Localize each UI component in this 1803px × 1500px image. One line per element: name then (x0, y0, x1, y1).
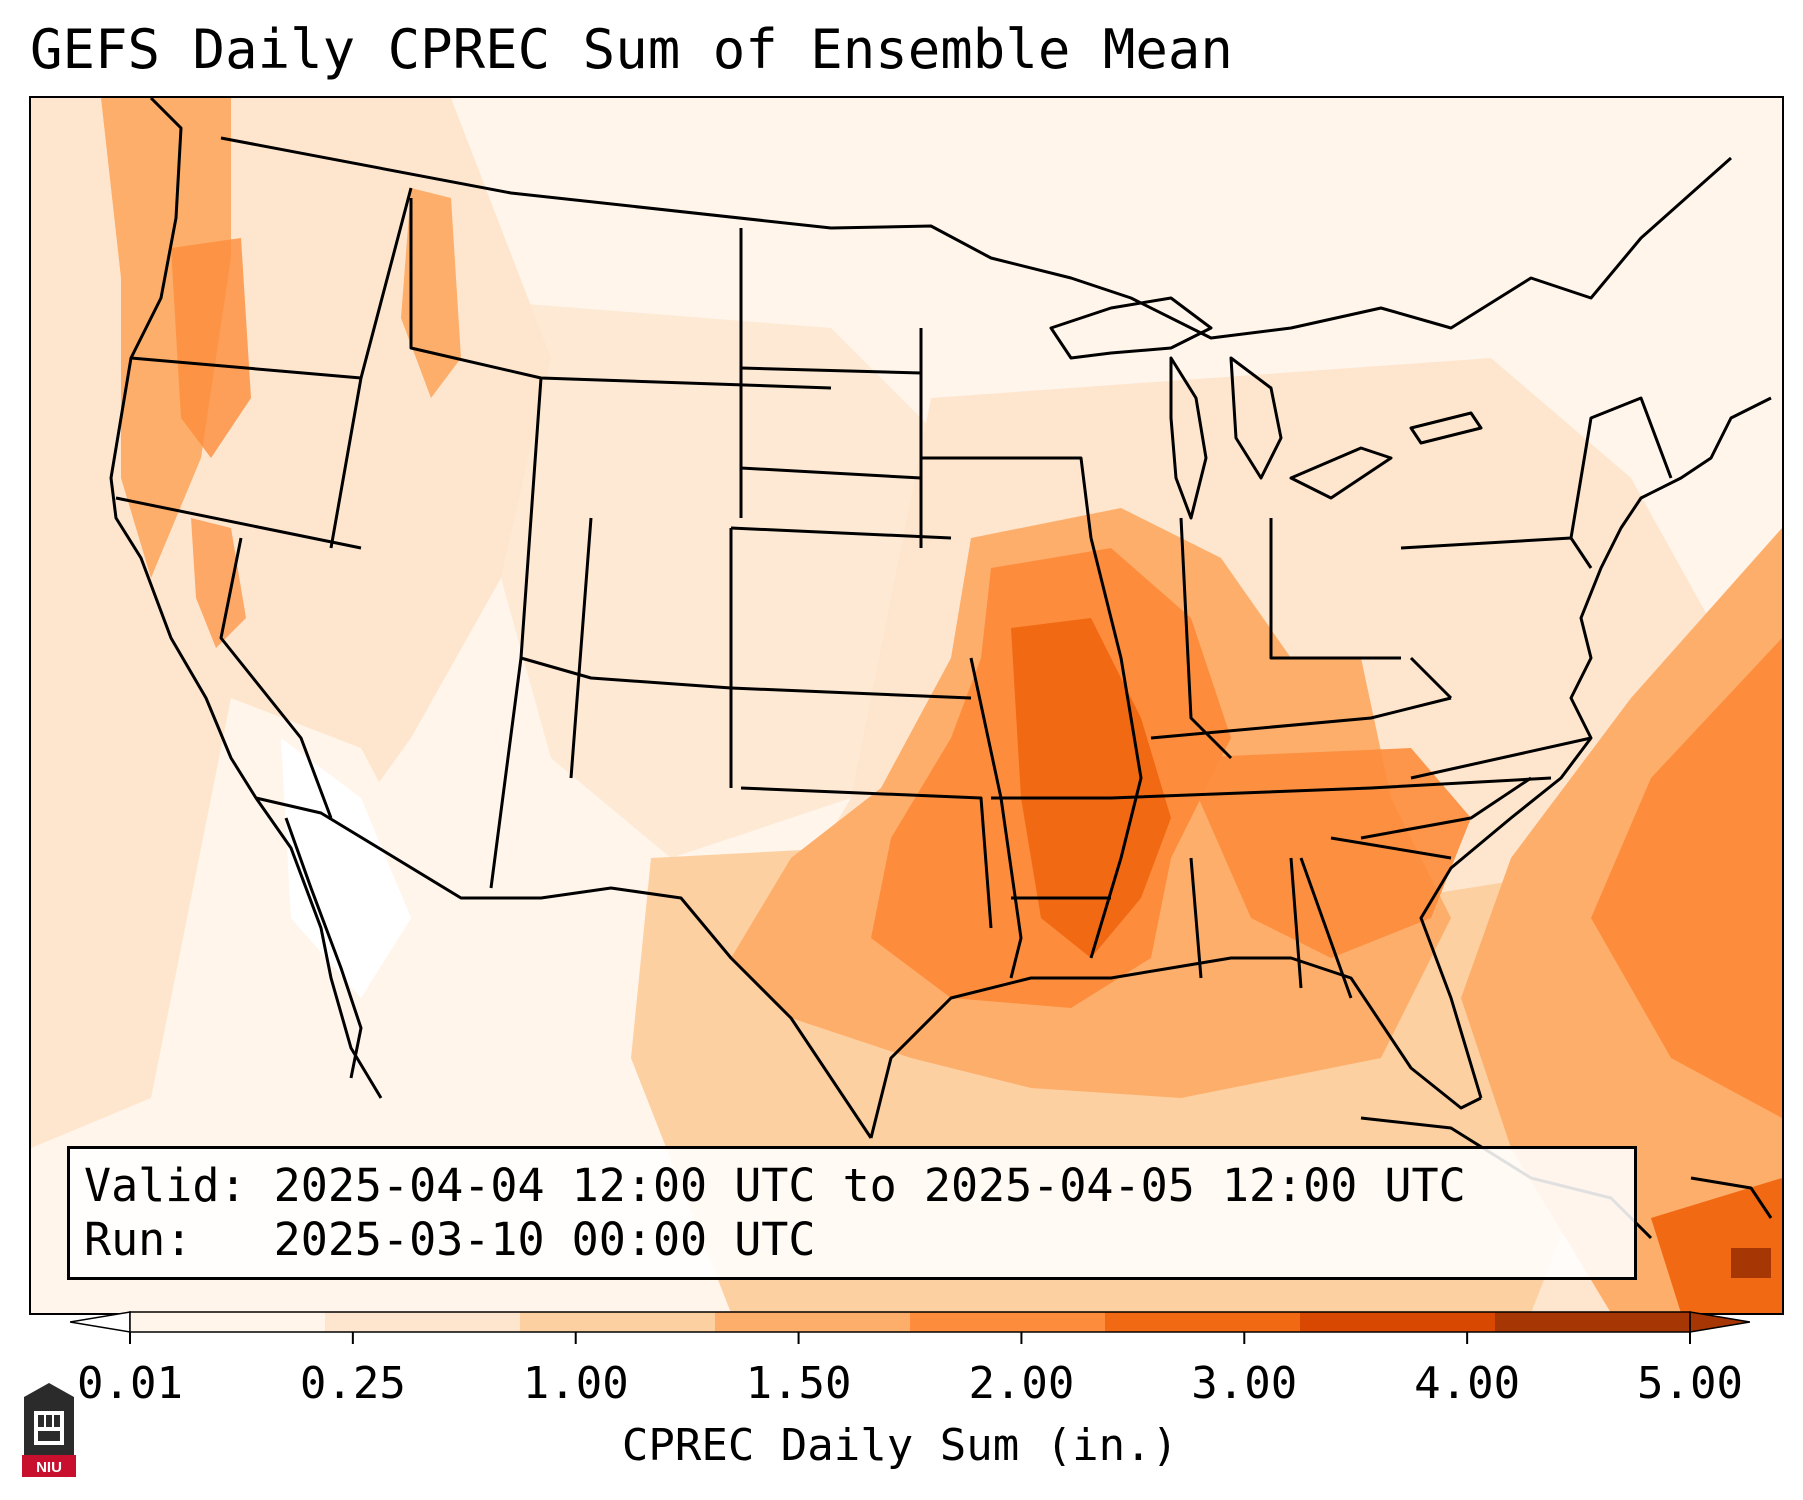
colorbar (70, 1311, 1750, 1344)
run-time-text: Run: 2025-03-10 00:00 UTC (84, 1213, 816, 1266)
colorbar-segment (325, 1312, 521, 1332)
valid-time-text: Valid: 2025-04-04 12:00 UTC to 2025-04-0… (84, 1159, 1466, 1212)
border-us-mexico (255, 796, 873, 1139)
state-line-nv-ca (219, 537, 333, 819)
colorbar-segment (1105, 1312, 1301, 1332)
state-line-or-ca (115, 496, 362, 550)
state-line-ms-al (1189, 857, 1303, 989)
colorbar-segment (130, 1312, 326, 1332)
state-line-mississippi (969, 657, 1023, 979)
colorbar-extend-low (70, 1311, 131, 1333)
colorbar-label: CPREC Daily Sum (in.) (621, 1420, 1179, 1471)
state-line-nc-sc (1360, 776, 1532, 840)
precip-area-plains (451, 298, 931, 858)
logo-text: NIU (36, 1459, 62, 1476)
precipitation-map (31, 98, 1782, 1313)
niu-logo-icon: NIU (22, 1383, 76, 1477)
colorbar-outline (129, 1311, 1691, 1333)
state-line-tn-ky (1110, 776, 1552, 800)
precip-spot-sierra (191, 518, 246, 648)
state-line-ga (1299, 836, 1452, 999)
colorbar-segment (1495, 1312, 1691, 1332)
lake-michigan (1169, 356, 1208, 520)
colorbar-segment (715, 1312, 911, 1332)
coastline-pacific (109, 98, 383, 1099)
state-line-idaho (329, 187, 413, 549)
state-line-oh-pa (1269, 518, 1401, 660)
lake-ontario (1409, 411, 1483, 445)
state-line-mn-ia (921, 456, 1093, 539)
colorbar-extend-high (1689, 1311, 1750, 1333)
state-line-plains (740, 786, 993, 929)
state-line-mt-wy (409, 198, 832, 390)
dry-area-baja (281, 738, 411, 998)
colorbar-segment (1300, 1312, 1496, 1332)
state-line-ar-la (991, 796, 1111, 900)
colorbar-tick-label: 4.00 (1414, 1358, 1521, 1409)
colorbar-tick-label: 1.00 (522, 1358, 629, 1409)
validity-info-box: Valid: 2025-04-04 12:00 UTC to 2025-04-0… (67, 1146, 1637, 1280)
lake-superior (1049, 296, 1213, 360)
coastline-atlantic (1419, 396, 1772, 1099)
precip-band-west-coast (101, 98, 231, 578)
lake-erie (1289, 446, 1393, 500)
state-line-ut-co (520, 656, 732, 690)
precip-band-se (1181, 748, 1471, 958)
colorbar-tick-label: 3.00 (1191, 1358, 1298, 1409)
precip-band-west-coast-core (171, 238, 251, 458)
page-title: GEFS Daily CPREC Sum of Ensemble Mean (30, 18, 1233, 81)
lake-huron (1229, 356, 1283, 480)
precip-band-atlantic-core (1591, 638, 1782, 1118)
precip-band-central-core (1011, 618, 1171, 958)
precip-spot-caribbean (1651, 1178, 1782, 1313)
colorbar-tick-label: 0.25 (299, 1358, 406, 1409)
colorbar-tick-label: 1.50 (745, 1358, 852, 1409)
precip-spot-idaho (401, 188, 461, 398)
state-line-ms-river (1089, 537, 1143, 959)
state-line-co-west (569, 517, 733, 788)
colorbar-segment (910, 1312, 1106, 1332)
state-line-va (1409, 656, 1592, 780)
state-line-il-in (1179, 517, 1233, 760)
state-line-ne-ks (730, 526, 972, 700)
state-line-dakotas (739, 228, 923, 548)
state-line-ky (1150, 696, 1452, 740)
state-line-new-england (1569, 396, 1673, 539)
map-panel (29, 96, 1784, 1315)
colorbar-tick-label: 5.00 (1637, 1358, 1743, 1409)
state-line-nd-sd (740, 366, 922, 480)
state-line-wa-or (130, 356, 362, 380)
border-us-canada (220, 136, 1732, 340)
colorbar-tick-label: 0.01 (77, 1358, 183, 1409)
precip-spot-caribbean-core (1731, 1248, 1771, 1278)
coastline-baja (284, 817, 363, 1079)
coastline-hispaniola (1690, 1176, 1773, 1219)
colorbar-tick-label: 2.00 (968, 1358, 1075, 1409)
colorbar-segment (520, 1312, 716, 1332)
